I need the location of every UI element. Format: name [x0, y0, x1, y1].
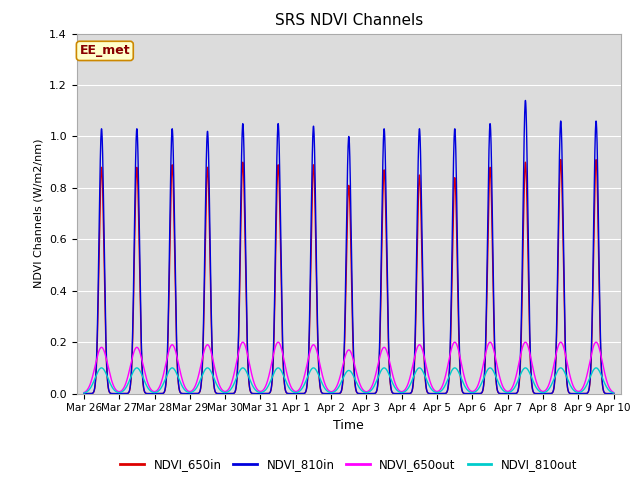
NDVI_650out — [283, 369, 291, 374]
Title: SRS NDVI Channels: SRS NDVI Channels — [275, 13, 423, 28]
NDVI_650in — [610, 391, 618, 396]
NDVI_810in — [522, 97, 529, 103]
NDVI_810in — [176, 389, 184, 395]
NDVI_650in — [282, 390, 290, 396]
NDVI_810in — [282, 390, 290, 396]
NDVI_810out — [476, 384, 483, 390]
NDVI_650out — [610, 390, 618, 396]
Legend: NDVI_650in, NDVI_810in, NDVI_650out, NDVI_810out: NDVI_650in, NDVI_810in, NDVI_650out, NDV… — [116, 454, 582, 476]
NDVI_810out — [283, 380, 291, 385]
NDVI_650out — [398, 389, 406, 395]
Line: NDVI_810in: NDVI_810in — [84, 100, 614, 394]
X-axis label: Time: Time — [333, 419, 364, 432]
NDVI_650out — [516, 357, 524, 362]
Line: NDVI_810out: NDVI_810out — [84, 368, 614, 393]
NDVI_650in — [398, 391, 406, 396]
NDVI_810out — [516, 374, 524, 380]
NDVI_810in — [610, 391, 618, 396]
Line: NDVI_650in: NDVI_650in — [84, 160, 614, 394]
NDVI_650in — [557, 157, 564, 163]
NDVI_810in — [80, 391, 88, 396]
NDVI_810in — [398, 391, 406, 396]
NDVI_650out — [425, 373, 433, 379]
NDVI_650out — [80, 390, 88, 396]
Text: EE_met: EE_met — [79, 44, 130, 58]
Y-axis label: NDVI Channels (W/m2/nm): NDVI Channels (W/m2/nm) — [34, 139, 44, 288]
NDVI_810out — [610, 390, 618, 396]
NDVI_650in — [176, 389, 184, 395]
NDVI_810out — [176, 379, 184, 384]
NDVI_810in — [516, 374, 524, 380]
NDVI_650in — [516, 377, 524, 383]
NDVI_810out — [80, 390, 88, 396]
NDVI_810out — [398, 390, 406, 396]
NDVI_650in — [424, 390, 432, 396]
NDVI_650out — [275, 339, 282, 345]
NDVI_810in — [476, 391, 483, 396]
NDVI_810in — [424, 390, 432, 396]
NDVI_650in — [80, 391, 88, 396]
NDVI_650out — [476, 378, 483, 384]
NDVI_650out — [176, 368, 184, 374]
Line: NDVI_650out: NDVI_650out — [84, 342, 614, 393]
NDVI_650in — [476, 391, 483, 396]
NDVI_810out — [425, 382, 433, 387]
NDVI_810out — [275, 365, 282, 371]
